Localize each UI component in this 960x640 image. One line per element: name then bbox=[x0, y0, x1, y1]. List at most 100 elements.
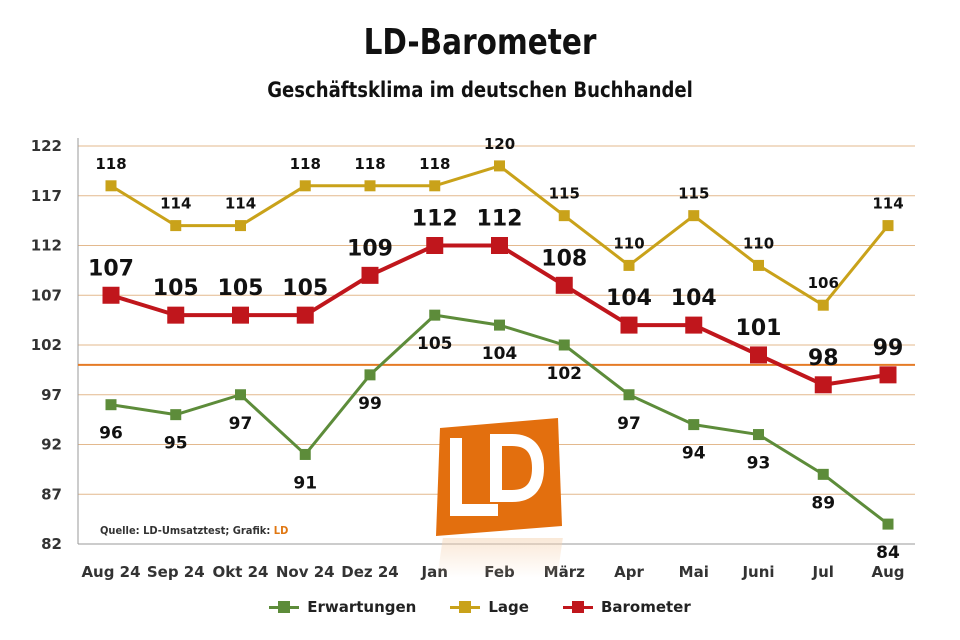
data-label-barometer: 112 bbox=[477, 207, 523, 232]
data-point-erwartungen bbox=[429, 309, 441, 321]
data-label-barometer: 112 bbox=[412, 207, 458, 232]
x-tick-label: Nov 24 bbox=[276, 563, 335, 581]
data-point-barometer bbox=[296, 306, 314, 324]
data-point-erwartungen bbox=[299, 448, 311, 460]
x-tick-label: Juni bbox=[741, 563, 774, 581]
x-tick-label: Sep 24 bbox=[147, 563, 205, 581]
data-label-barometer: 98 bbox=[808, 346, 839, 371]
legend-label-lage: Lage bbox=[488, 598, 529, 616]
data-label-lage: 110 bbox=[613, 234, 644, 252]
data-point-barometer bbox=[879, 366, 897, 384]
data-point-erwartungen bbox=[753, 429, 764, 441]
data-point-barometer bbox=[361, 266, 379, 284]
data-label-lage: 118 bbox=[419, 155, 450, 173]
legend-swatch-barometer bbox=[562, 600, 593, 614]
legend-item-erwartungen[interactable]: Erwartungen bbox=[269, 598, 416, 616]
data-point-barometer bbox=[555, 276, 573, 294]
data-point-lage bbox=[364, 180, 376, 192]
data-point-erwartungen bbox=[235, 389, 246, 401]
y-tick-label: 92 bbox=[41, 436, 62, 454]
data-point-barometer bbox=[102, 286, 120, 304]
data-point-lage bbox=[105, 180, 117, 192]
data-point-barometer bbox=[750, 346, 767, 364]
data-label-barometer: 107 bbox=[88, 256, 134, 281]
data-label-lage: 114 bbox=[225, 195, 256, 213]
data-point-barometer bbox=[232, 306, 249, 324]
data-label-erwartungen: 89 bbox=[811, 493, 835, 513]
data-label-erwartungen: 102 bbox=[547, 364, 583, 384]
data-label-lage: 114 bbox=[160, 195, 191, 213]
data-point-erwartungen bbox=[623, 389, 635, 401]
source-note: Quelle: LD-Umsatztest; Grafik: LD bbox=[100, 524, 288, 537]
data-point-lage bbox=[817, 299, 829, 311]
legend-label-erwartungen: Erwartungen bbox=[307, 598, 417, 616]
data-label-barometer: 104 bbox=[606, 286, 652, 311]
y-tick-label: 87 bbox=[41, 485, 62, 503]
data-point-lage bbox=[623, 259, 635, 271]
y-tick-label: 122 bbox=[31, 137, 62, 155]
data-point-erwartungen bbox=[364, 369, 376, 381]
data-label-erwartungen: 95 bbox=[164, 434, 188, 454]
y-tick-label: 102 bbox=[31, 336, 62, 354]
data-label-lage: 114 bbox=[872, 195, 903, 213]
data-point-lage bbox=[494, 160, 505, 172]
legend-item-barometer[interactable]: Barometer bbox=[562, 598, 691, 616]
data-point-barometer bbox=[491, 237, 508, 254]
data-point-erwartungen bbox=[817, 468, 829, 480]
y-tick-label: 107 bbox=[31, 286, 62, 304]
data-point-barometer bbox=[167, 306, 185, 324]
ld-logo-icon bbox=[436, 418, 562, 536]
y-tick-label: 82 bbox=[41, 535, 62, 553]
data-point-lage bbox=[688, 210, 700, 222]
x-tick-label: Jul bbox=[812, 563, 834, 581]
data-point-barometer bbox=[620, 316, 638, 334]
data-point-lage bbox=[429, 180, 441, 192]
data-point-erwartungen bbox=[882, 518, 894, 530]
data-point-erwartungen bbox=[105, 399, 117, 411]
data-point-erwartungen bbox=[688, 419, 700, 431]
data-point-barometer bbox=[685, 316, 703, 334]
data-point-lage bbox=[299, 180, 311, 192]
data-label-lage: 118 bbox=[95, 155, 126, 173]
data-point-lage bbox=[882, 220, 894, 232]
data-label-barometer: 109 bbox=[347, 236, 393, 261]
legend-swatch-erwartungen bbox=[269, 600, 300, 614]
y-tick-label: 97 bbox=[41, 386, 62, 404]
data-point-lage bbox=[235, 220, 246, 232]
data-label-erwartungen: 97 bbox=[229, 414, 253, 434]
data-label-barometer: 108 bbox=[541, 246, 587, 271]
chart-title: LD-Barometer bbox=[363, 22, 597, 63]
data-label-barometer: 105 bbox=[218, 276, 264, 301]
data-label-barometer: 104 bbox=[671, 286, 717, 311]
data-label-lage: 120 bbox=[484, 135, 515, 153]
data-label-lage: 118 bbox=[354, 155, 385, 173]
data-point-erwartungen bbox=[558, 339, 570, 351]
data-label-erwartungen: 94 bbox=[682, 444, 706, 464]
data-label-lage: 115 bbox=[678, 185, 709, 203]
data-label-lage: 118 bbox=[290, 155, 321, 173]
data-label-erwartungen: 105 bbox=[417, 334, 453, 354]
data-point-lage bbox=[558, 210, 570, 222]
data-label-barometer: 101 bbox=[736, 316, 782, 341]
data-label-erwartungen: 97 bbox=[617, 414, 641, 434]
data-label-erwartungen: 84 bbox=[876, 543, 900, 563]
legend: Erwartungen Lage Barometer bbox=[0, 598, 960, 616]
x-tick-label: Apr bbox=[614, 563, 644, 581]
data-point-erwartungen bbox=[494, 319, 505, 331]
data-point-lage bbox=[753, 259, 764, 271]
data-label-erwartungen: 99 bbox=[358, 394, 382, 414]
data-point-barometer bbox=[814, 376, 832, 394]
x-tick-label: Aug bbox=[871, 563, 904, 581]
data-point-erwartungen bbox=[170, 409, 182, 421]
logo-reflection bbox=[437, 538, 563, 578]
data-label-lage: 115 bbox=[549, 185, 580, 203]
chart-subtitle: Geschäftsklima im deutschen Buchhandel bbox=[267, 78, 693, 102]
x-tick-label: Dez 24 bbox=[341, 563, 398, 581]
data-label-erwartungen: 104 bbox=[482, 344, 518, 364]
data-point-barometer bbox=[426, 237, 444, 254]
data-label-lage: 106 bbox=[808, 274, 839, 292]
legend-swatch-lage bbox=[450, 600, 481, 614]
legend-item-lage[interactable]: Lage bbox=[450, 598, 529, 616]
x-tick-label: Mai bbox=[679, 563, 709, 581]
